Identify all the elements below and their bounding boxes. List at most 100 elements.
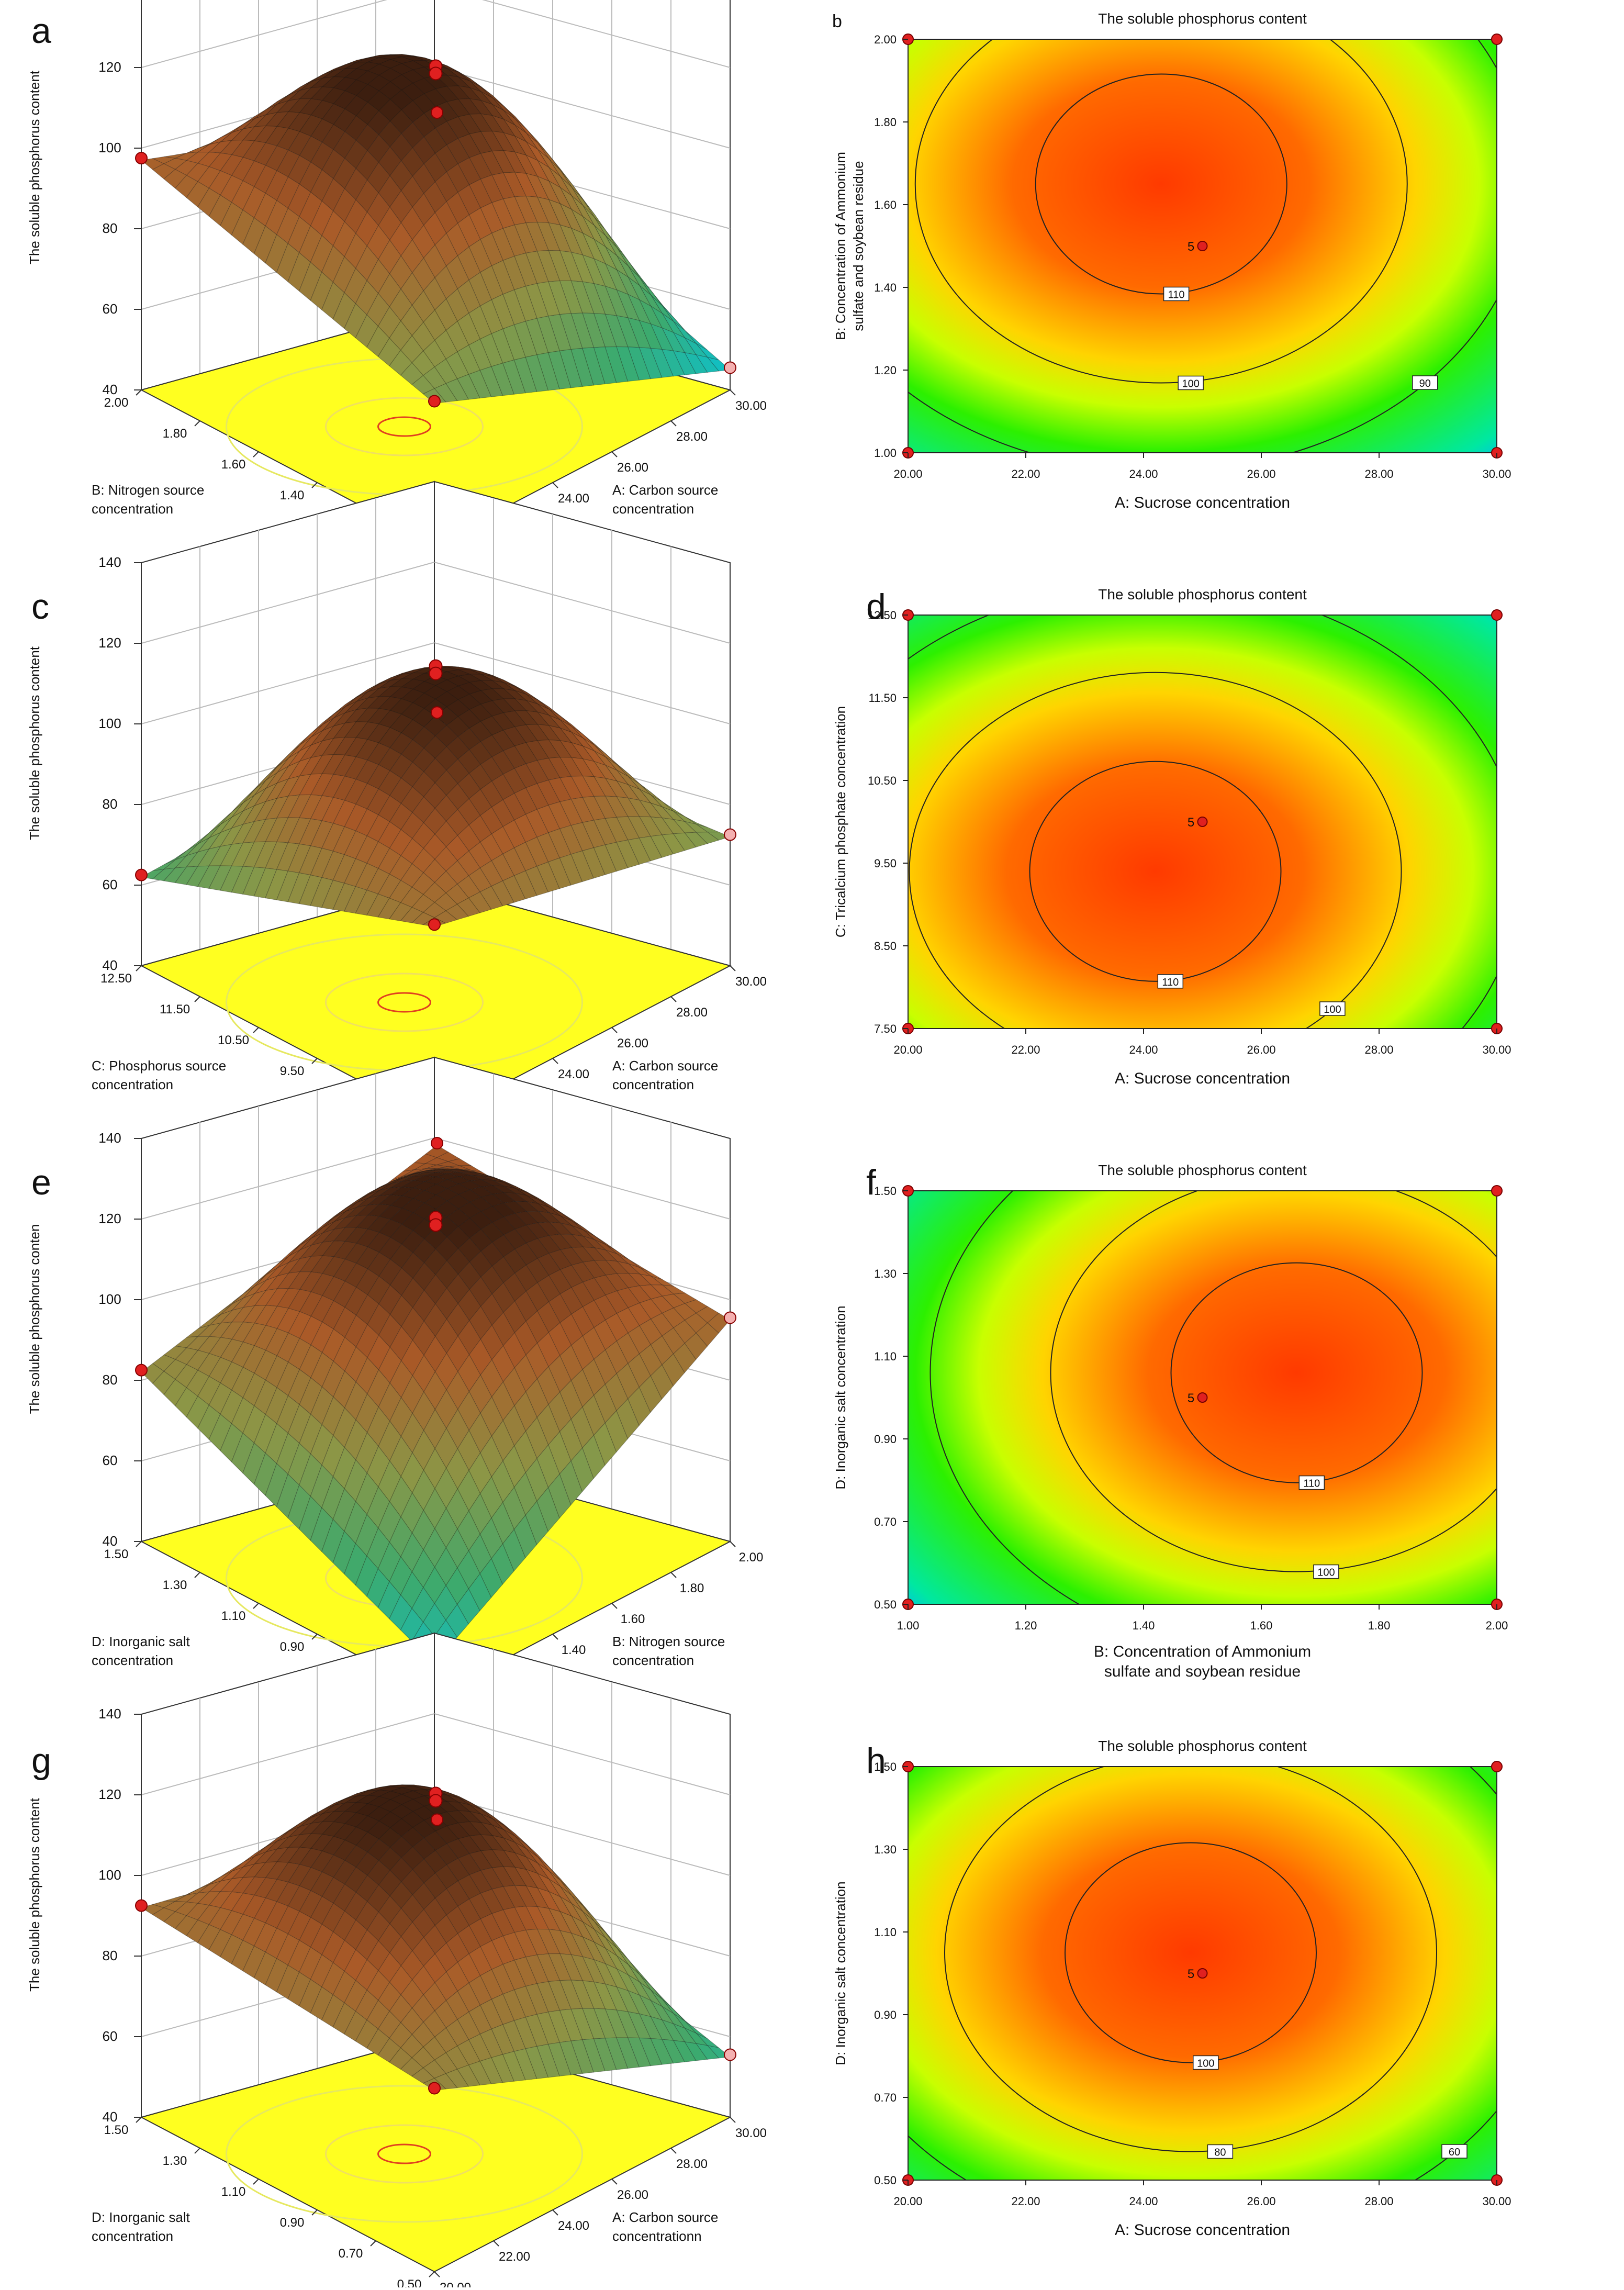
x-factor-tick (730, 2117, 735, 2123)
z-tick-label: 80 (103, 220, 118, 236)
y-tick-label: 1.00 (874, 446, 897, 460)
y-factor-label: concentration (92, 2228, 173, 2244)
z-tick-label: 60 (103, 2028, 118, 2044)
z-tick-label: 40 (103, 2109, 118, 2125)
x-tick-label: 20.00 (893, 2195, 922, 2208)
contour-level-label: 80 (1214, 2147, 1226, 2159)
center-design-point (1198, 1393, 1207, 1402)
z-tick-label: 120 (98, 1211, 121, 1226)
y-tick-label: 2.00 (874, 33, 897, 46)
y-axis-label: C: Tricalcium phosphate concentration (833, 706, 848, 937)
x-factor-tick-label: 24.00 (558, 491, 589, 506)
y-factor-label: D: Inorganic salt (92, 1634, 191, 1649)
corner-design-point (1492, 34, 1502, 44)
y-tick-label: 1.20 (874, 364, 897, 377)
y-factor-tick (136, 1541, 141, 1547)
y-tick-label: 7.50 (874, 1022, 897, 1035)
x-factor-tick-label: 28.00 (676, 1006, 708, 1020)
y-factor-tick-label: 0.70 (339, 2247, 363, 2261)
y-tick-label: 0.70 (874, 2091, 897, 2104)
x-axis-label: sulfate and soybean residue (1104, 1663, 1301, 1680)
x-factor-tick (612, 452, 617, 457)
y-factor-label: B: Nitrogen source (92, 482, 204, 498)
contour-label-box (1493, 1125, 1518, 1138)
x-tick-label: 26.00 (1247, 467, 1275, 481)
y-tick-label: 1.10 (874, 1926, 897, 1939)
x-factor-tick-label: 28.00 (676, 2157, 708, 2171)
y-factor-tick (195, 2148, 200, 2153)
chart-title: The soluble phosphorus content (1098, 1738, 1307, 1754)
center-point-label: 5 (1188, 816, 1194, 830)
y-factor-tick (195, 997, 200, 1002)
y-axis-label: D: Inorganic salt concentration (833, 1305, 848, 1489)
design-point (724, 1312, 736, 1324)
x-factor-label: A: Carbon source (612, 2209, 718, 2225)
design-point (724, 362, 736, 374)
y-tick-label: 0.50 (874, 1598, 897, 1611)
x-tick-label: 24.00 (1129, 1043, 1158, 1056)
z-axis-label: The soluble phosphorus content (27, 70, 42, 264)
contour-label-box (1586, 499, 1611, 512)
y-factor-tick (371, 2241, 376, 2246)
z-tick-label: 140 (98, 1130, 121, 1146)
x-factor-tick-label: 30.00 (735, 399, 767, 413)
y-factor-tick (429, 2272, 434, 2277)
x-factor-tick-label: 26.00 (617, 1036, 648, 1051)
x-factor-tick-label: 2.00 (739, 1550, 764, 1565)
y-factor-tick (253, 1603, 259, 1608)
chart-title: The soluble phosphorus content (1098, 1162, 1307, 1178)
contour-level-label: 100 (1182, 378, 1199, 390)
chart-title: The soluble phosphorus content (1098, 10, 1307, 27)
contour-level-label: 80 (1506, 439, 1517, 451)
panel-label-f: f (866, 1162, 876, 1203)
design-point (724, 2049, 736, 2061)
x-tick-label: 20.00 (893, 1043, 922, 1056)
x-factor-tick-label: 30.00 (735, 975, 767, 989)
z-tick-label: 40 (103, 382, 118, 397)
contour-level-label: 70 (1587, 1188, 1598, 1200)
contour-label-box (1548, 1565, 1573, 1578)
z-axis-label: The soluble phosphorus content (27, 1797, 42, 1992)
z-tick-label: 60 (103, 877, 118, 892)
y-tick-label: 0.90 (874, 1433, 897, 1446)
contour-level-label: 100 (1317, 1567, 1335, 1579)
x-tick-label: 1.80 (1368, 1619, 1391, 1632)
x-tick-label: 24.00 (1129, 2195, 1158, 2208)
y-factor-tick (253, 1027, 259, 1033)
y-factor-label: D: Inorganic salt (92, 2209, 191, 2225)
y-tick-label: 1.40 (874, 281, 897, 294)
x-factor-label: concentration (612, 1652, 694, 1668)
x-tick-label: 20.00 (893, 467, 922, 481)
x-factor-tick-label: 26.00 (617, 461, 648, 475)
contour-level-label: 60 (1449, 2147, 1460, 2158)
x-tick-label: 30.00 (1482, 1043, 1511, 1056)
y-factor-label: concentration (92, 501, 173, 517)
y-factor-tick-label: 1.50 (104, 1547, 129, 1561)
y-tick-label: 0.70 (874, 1515, 897, 1528)
y-tick-label: 1.50 (874, 1185, 897, 1198)
center-design-point (1198, 1969, 1207, 1978)
x-factor-tick (494, 2241, 499, 2246)
design-point (429, 396, 440, 407)
y-factor-tick (136, 966, 141, 971)
design-point (431, 1137, 443, 1149)
x-axis-label: A: Sucrose concentration (1115, 494, 1290, 511)
x-factor-tick (671, 997, 676, 1002)
y-factor-tick-label: 1.50 (104, 2123, 129, 2137)
x-factor-label: A: Carbon source (612, 482, 718, 498)
x-tick-label: 22.00 (1011, 467, 1040, 481)
y-factor-tick-label: 12.50 (100, 971, 132, 986)
contour-label-box (1580, 1186, 1605, 1200)
center-design-point (430, 1794, 442, 1807)
y-tick-label: 1.60 (874, 198, 897, 211)
contour-level-label: 110 (1162, 977, 1179, 988)
design-point (136, 1365, 147, 1376)
z-tick-label: 120 (98, 635, 121, 651)
x-factor-tick-label: 1.80 (680, 1581, 704, 1595)
x-factor-tick (553, 1634, 558, 1639)
y-factor-tick-label: 0.90 (280, 1640, 305, 1654)
y-factor-tick-label: 1.60 (221, 457, 246, 472)
y-factor-tick-label: 1.40 (280, 488, 305, 502)
